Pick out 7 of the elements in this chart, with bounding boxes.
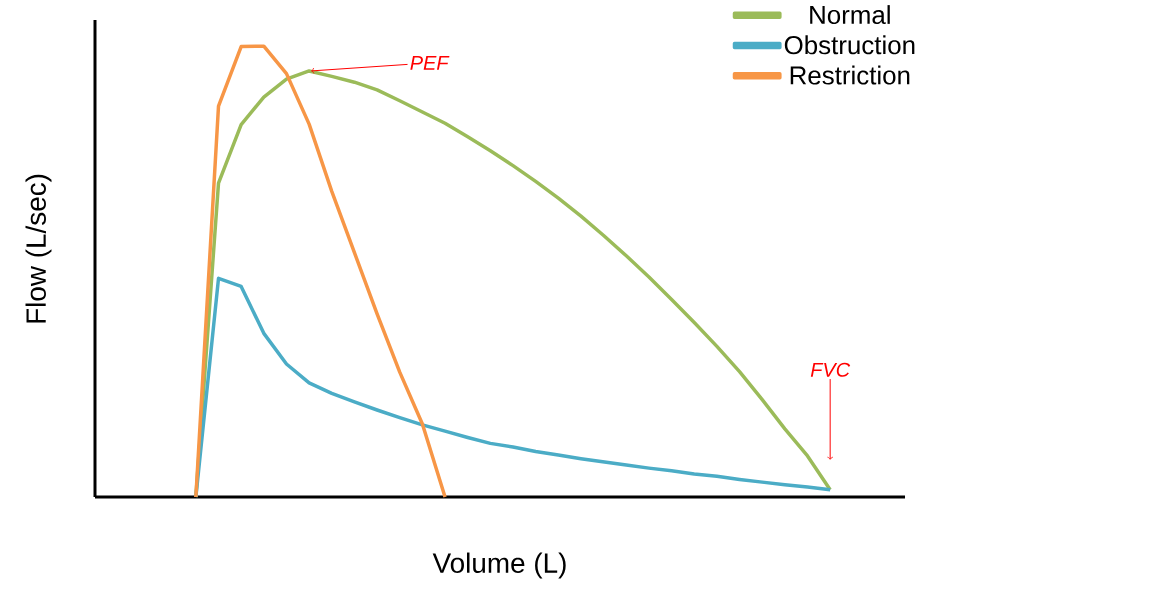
- legend-label: Obstruction: [784, 35, 915, 55]
- annotation: FVC: [810, 362, 851, 377]
- legend-label: Normal: [810, 5, 890, 25]
- annotation: PEF: [410, 56, 450, 70]
- x-axis-title: Volume (L): [432, 552, 566, 579]
- legend-label: Restriction: [790, 65, 910, 85]
- y-axis-title: Flow (L/sec): [25, 174, 52, 323]
